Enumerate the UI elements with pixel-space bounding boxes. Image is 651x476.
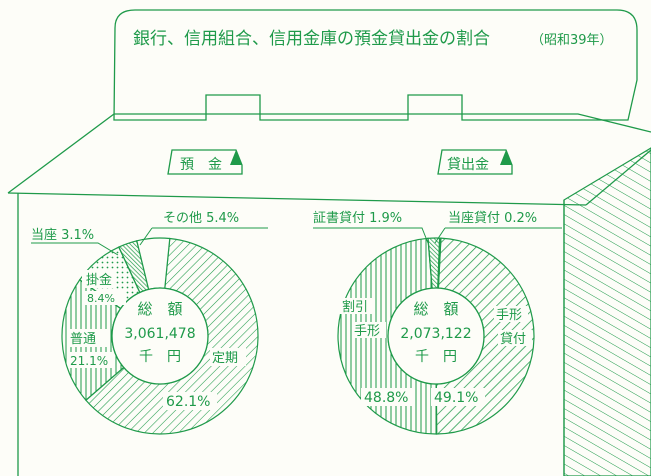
loan-center-1: 総 額 [413, 300, 458, 318]
deposit-center-3: 千 円 [139, 349, 181, 365]
label-touza-kashitsuke: 当座貸付 0.2% [448, 210, 537, 226]
roof [7, 113, 651, 206]
label-waribiki-pct: 48.8% [364, 390, 408, 406]
loan-center-3: 千 円 [415, 349, 457, 365]
deposit-center-1: 総 額 [137, 300, 182, 318]
label-waribiki-1: 割引 [342, 299, 368, 315]
loan-donut [337, 237, 535, 435]
placard-loan-label: 貸出金 [447, 157, 489, 173]
header-title: 銀行、信用組合、信用金庫の預金貸出金の割合 [133, 29, 490, 49]
label-kakekin: 掛金 [86, 272, 112, 288]
loan-center-2: 2,073,122 [400, 326, 471, 342]
placard-deposit: 預 金 [167, 149, 243, 175]
loan-hole [387, 287, 485, 385]
label-teiki: 定期 [212, 351, 238, 366]
label-tegata-pct: 49.1% [434, 390, 478, 406]
label-tegata-2: 貸付 [500, 331, 526, 347]
placard-deposit-label: 預 金 [180, 157, 222, 173]
label-sonota: その他 5.4% [163, 211, 239, 226]
signboard [113, 9, 638, 121]
label-futsu: 普通 [70, 332, 96, 347]
loan-leaders [313, 227, 562, 244]
label-tegata-1: 手形 [496, 308, 522, 323]
label-touza: 当座 3.1% [31, 228, 94, 243]
deposit-center-2: 3,061,478 [124, 326, 195, 342]
label-teiki-pct: 62.1% [166, 394, 210, 410]
label-kakekin-pct: 8.4% [87, 292, 115, 305]
header-year: （昭和39年） [531, 33, 613, 48]
label-waribiki-2: 手形 [354, 324, 380, 339]
label-shousho: 証書貸付 1.9% [313, 210, 402, 226]
deposit-leaders [31, 227, 268, 256]
building-side [563, 147, 651, 476]
deposit-hole [111, 287, 209, 385]
placard-loan: 貸出金 [437, 149, 513, 175]
label-futsu-pct: 21.1% [70, 354, 108, 368]
